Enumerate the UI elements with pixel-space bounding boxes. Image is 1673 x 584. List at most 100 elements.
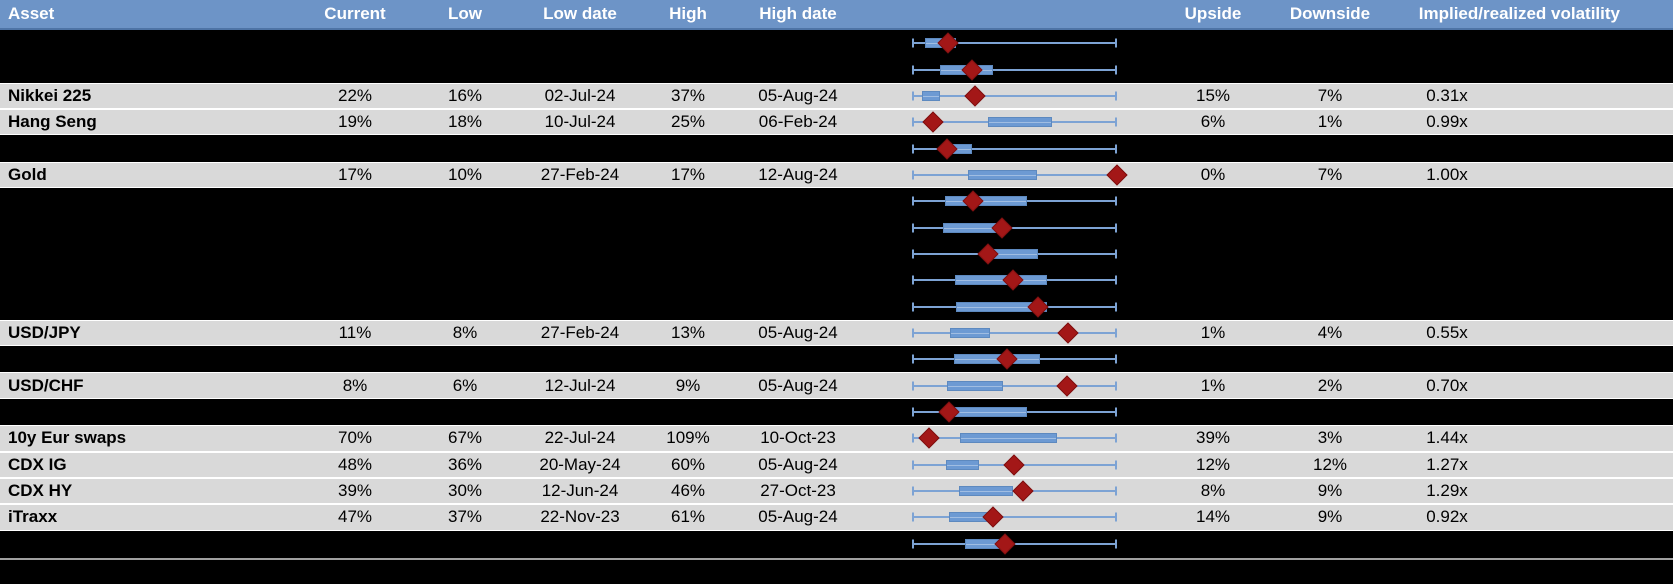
diamond-marker-icon (964, 85, 986, 107)
diamond-marker-icon (1002, 269, 1024, 291)
high-date: 06-Feb-24 (758, 112, 838, 132)
high-value (638, 30, 738, 56)
current-value (305, 241, 405, 267)
high-value (638, 135, 738, 161)
whisker-cap-left (912, 539, 914, 549)
diamond-marker-icon (922, 111, 944, 133)
upside-value (1163, 531, 1263, 557)
table-row: Hang Seng 19% 18% 10-Jul-24 25% 06-Feb-2… (0, 109, 1673, 136)
diamond-marker-icon (961, 58, 983, 81)
low-date: 02-Jul-24 (544, 85, 616, 105)
diamond-marker-icon (982, 506, 1004, 528)
whisker-cap-left (912, 196, 914, 206)
high-date (733, 346, 863, 372)
high-value: 37% (670, 85, 706, 105)
asset-name: USD/CHF (8, 375, 84, 395)
whisker-cap-right (1115, 275, 1117, 285)
table-row (0, 240, 1673, 268)
high-date (733, 135, 863, 161)
boxplot (912, 214, 1117, 240)
high-value (638, 241, 738, 267)
current-value (305, 56, 405, 82)
downside-value (1280, 399, 1380, 425)
implied-realized-vol-value (1397, 293, 1497, 319)
boxplot (912, 188, 1117, 214)
low-date: 12-Jul-24 (544, 375, 616, 395)
whisker-cap-left (912, 433, 914, 443)
upside-value: 6% (1200, 112, 1226, 132)
low-date (515, 188, 645, 214)
boxplot (912, 426, 1117, 450)
table-body: Nikkei 225 22% 16% 02-Jul-24 37% 05-Aug-… (0, 30, 1673, 557)
downside-value (1280, 346, 1380, 372)
whisker-cap-left (912, 381, 914, 391)
asset-name (8, 399, 298, 425)
low-value (415, 56, 515, 82)
boxplot-box (949, 327, 990, 338)
downside-value (1280, 56, 1380, 82)
low-date: 27-Feb-24 (540, 322, 620, 342)
asset-name (8, 30, 298, 56)
high-value: 46% (670, 481, 706, 501)
separator-line (0, 558, 1673, 560)
downside-value (1280, 241, 1380, 267)
low-date (515, 531, 645, 557)
low-date (515, 346, 645, 372)
low-date (515, 267, 645, 293)
boxplot (912, 267, 1117, 293)
current-value: 11% (338, 322, 372, 342)
whisker-cap-right (1115, 486, 1117, 496)
boxplot-box (922, 90, 941, 101)
upside-value (1163, 56, 1263, 82)
low-date (515, 30, 645, 56)
high-date: 05-Aug-24 (758, 454, 838, 474)
low-date (515, 135, 645, 161)
table-header: Asset Current Low Low date High High dat… (0, 0, 1673, 30)
asset-name: 10y Eur swaps (8, 428, 127, 448)
header-cell-high-date: High date (759, 4, 837, 23)
upside-value (1163, 241, 1263, 267)
high-date (733, 214, 863, 240)
whisker-cap-left (912, 275, 914, 285)
high-value: 17% (670, 164, 706, 184)
table-row (0, 188, 1673, 215)
high-date (733, 241, 863, 267)
downside-value: 7% (1317, 85, 1343, 105)
whisker-line (912, 226, 1117, 229)
high-value (638, 56, 738, 82)
current-value: 19% (337, 112, 373, 132)
high-date (733, 399, 863, 425)
low-value: 36% (447, 454, 483, 474)
diamond-marker-icon (1003, 454, 1025, 476)
high-date: 27-Oct-23 (760, 481, 836, 501)
whisker-cap-left (912, 249, 914, 259)
implied-realized-vol-value: 1.29x (1426, 481, 1468, 501)
whisker-cap-right (1115, 381, 1117, 391)
high-date: 05-Aug-24 (758, 85, 838, 105)
current-value: 47% (337, 507, 373, 527)
low-value: 37% (447, 507, 483, 527)
downside-value (1280, 135, 1380, 161)
current-value (305, 214, 405, 240)
diamond-marker-icon (991, 216, 1013, 239)
whisker-cap-right (1115, 223, 1117, 233)
table-row (0, 398, 1673, 426)
diamond-marker-icon (1056, 375, 1078, 397)
low-date (515, 56, 645, 82)
high-date (733, 56, 863, 82)
upside-value: 14% (1195, 507, 1231, 527)
asset-name (8, 293, 298, 319)
table-row (0, 346, 1673, 373)
whisker-cap-left (912, 302, 914, 312)
high-date (733, 30, 863, 56)
implied-realized-vol-value (1397, 267, 1497, 293)
high-value: 25% (670, 112, 706, 132)
implied-realized-vol-value (1397, 531, 1497, 557)
boxplot (912, 373, 1117, 397)
asset-name (8, 188, 298, 214)
header-cell-upside: Upside (1184, 4, 1242, 23)
upside-value: 12% (1195, 454, 1231, 474)
current-value: 39% (337, 481, 373, 501)
upside-value (1163, 214, 1263, 240)
